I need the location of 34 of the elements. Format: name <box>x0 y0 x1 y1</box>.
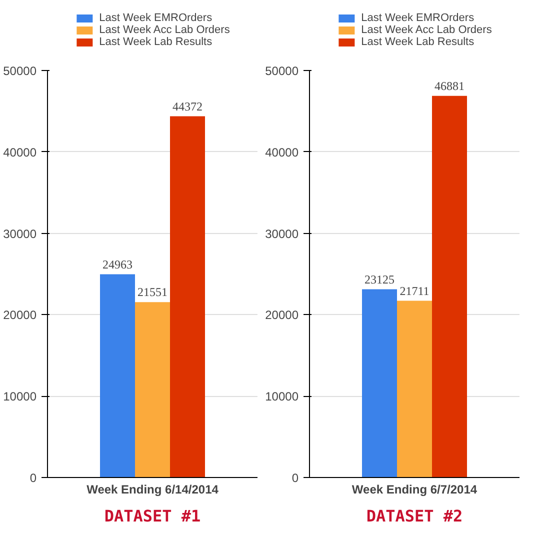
y-tick-label: 10000 <box>3 390 37 404</box>
bar <box>362 289 397 478</box>
y-tick-label: 30000 <box>3 226 37 241</box>
y-tick-label: 50000 <box>3 64 37 78</box>
text: DATASET #2 <box>366 506 463 526</box>
x-axis-title: Week Ending 6/7/2014 <box>352 482 478 496</box>
bar <box>100 274 135 478</box>
legend-label: Last Week Acc Lab Orders <box>361 24 492 36</box>
data-label: 46881 <box>434 78 464 93</box>
bar <box>170 116 205 478</box>
bar <box>397 300 432 478</box>
legend-label: Last Week Acc Lab Orders <box>99 24 230 36</box>
y-tick-label: 50000 <box>265 64 299 78</box>
data-label: 21711 <box>400 284 430 298</box>
legend-label: Last Week EMROrders <box>361 12 474 24</box>
bar <box>432 96 467 478</box>
data-label: 24963 <box>102 257 132 272</box>
x-axis-title: Week Ending 6/14/2014 <box>86 482 219 496</box>
text: DATASET #1 <box>104 506 201 526</box>
legend-label: Last Week Lab Results <box>361 36 474 48</box>
y-tick-label: 20000 <box>265 308 299 322</box>
legend-label: Last Week Lab Results <box>99 36 212 48</box>
y-tick-label: 10000 <box>265 390 299 404</box>
y-tick-label: 0 <box>30 471 37 485</box>
legend-label: Last Week EMROrders <box>99 12 212 24</box>
y-tick-label: 40000 <box>3 145 37 160</box>
data-label: 23125 <box>364 272 394 286</box>
data-label: 21551 <box>138 285 168 300</box>
y-tick-label: 20000 <box>3 308 37 322</box>
data-label: 44372 <box>172 99 202 114</box>
y-tick-label: 0 <box>292 471 299 485</box>
y-tick-label: 40000 <box>265 145 299 160</box>
y-tick-label: 30000 <box>265 226 299 241</box>
bar <box>135 302 170 478</box>
